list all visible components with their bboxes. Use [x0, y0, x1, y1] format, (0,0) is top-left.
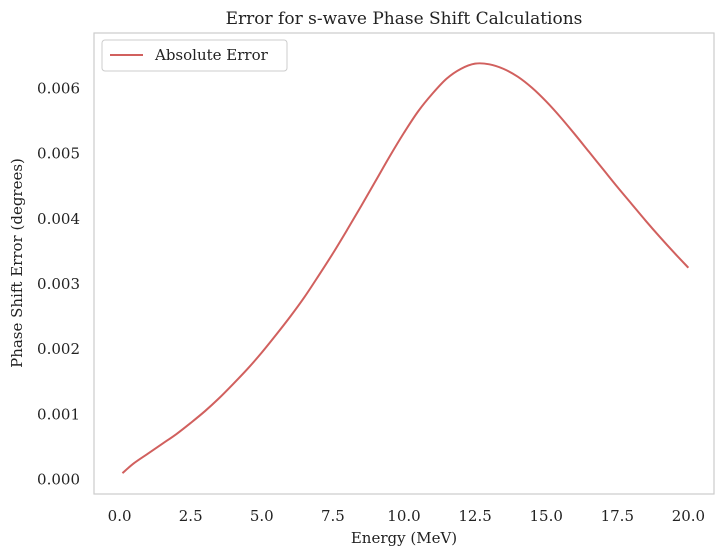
series-layer [121, 62, 690, 474]
x-tick-label: 12.5 [458, 507, 491, 525]
x-axis-ticks: 0.0 2.5 5.0 7.5 10.0 12.5 15.0 17.5 20.0 [108, 507, 705, 525]
chart-title: Error for s-wave Phase Shift Calculation… [226, 9, 583, 29]
y-tick-label: 0.003 [37, 275, 80, 293]
x-tick-label: 5.0 [250, 507, 274, 525]
legend-label-absolute-error: Absolute Error [154, 46, 269, 64]
y-tick-label: 0.004 [37, 210, 80, 228]
x-tick-label: 2.5 [179, 507, 203, 525]
series-line-absolute-error [121, 62, 690, 474]
x-tick-label: 10.0 [387, 507, 420, 525]
y-tick-label: 0.005 [37, 145, 80, 163]
x-tick-label: 15.0 [529, 507, 562, 525]
x-tick-label: 20.0 [672, 507, 705, 525]
y-tick-label: 0.000 [37, 471, 80, 489]
y-tick-label: 0.002 [37, 340, 80, 358]
y-tick-label: 0.001 [37, 405, 80, 423]
y-axis-label: Phase Shift Error (degrees) [8, 158, 26, 368]
x-tick-label: 17.5 [601, 507, 634, 525]
x-tick-label: 0.0 [108, 507, 132, 525]
legend-box [101, 39, 288, 72]
y-tick-label: 0.006 [37, 79, 80, 97]
y-axis-ticks: 0.000 0.001 0.002 0.003 0.004 0.005 0.006 [37, 79, 80, 488]
legend: Absolute Error [101, 39, 288, 72]
x-axis-label: Energy (MeV) [351, 529, 457, 547]
x-tick-label: 7.5 [321, 507, 345, 525]
